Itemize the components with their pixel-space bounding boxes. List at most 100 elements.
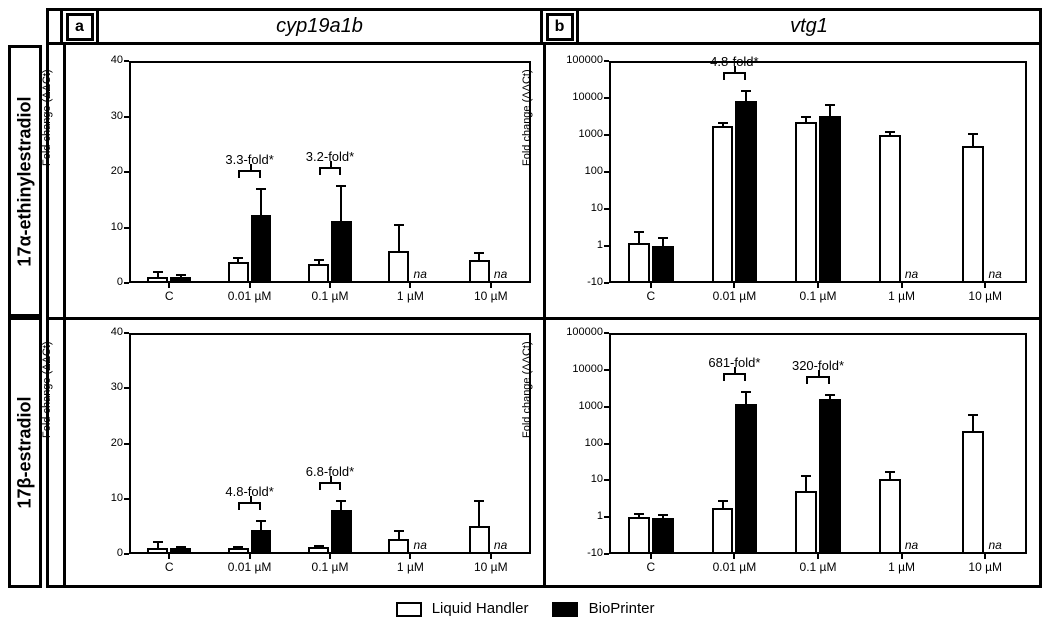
bar bbox=[819, 399, 841, 554]
na-marker: na bbox=[414, 538, 427, 552]
ytick-label: 10000 bbox=[557, 363, 603, 375]
errorbar-cap bbox=[741, 391, 751, 393]
panel-a-e2: Fold change (ΔΔCt)010203040C0.01 µM0.1 µ… bbox=[63, 317, 543, 588]
xtick-label: 1 µM bbox=[888, 289, 915, 303]
xtick-label: 10 µM bbox=[968, 560, 1002, 574]
na-marker: na bbox=[905, 267, 918, 281]
ytick-mark bbox=[124, 60, 129, 62]
legend-item-bioprinter: BioPrinter bbox=[552, 600, 654, 617]
plot-area bbox=[129, 333, 531, 554]
xtick-mark bbox=[168, 283, 170, 288]
xtick-label: 1 µM bbox=[397, 560, 424, 574]
legend-swatch-liquid-handler bbox=[396, 602, 422, 617]
ytick-label: 0 bbox=[89, 276, 123, 288]
hdr-panel-b-box: b bbox=[543, 11, 579, 45]
legend: Liquid Handler BioPrinter bbox=[0, 600, 1050, 617]
errorbar-stem bbox=[478, 500, 480, 527]
ytick-mark bbox=[604, 282, 609, 284]
errorbar-cap bbox=[634, 513, 644, 515]
hdr-spacer bbox=[49, 11, 63, 45]
bar bbox=[795, 122, 817, 283]
ytick-mark bbox=[604, 443, 609, 445]
annotation-text: 320-fold* bbox=[792, 358, 844, 373]
na-marker: na bbox=[988, 538, 1001, 552]
xtick-mark bbox=[249, 283, 251, 288]
errorbar-cap bbox=[801, 116, 811, 118]
bar bbox=[308, 264, 329, 283]
xtick-label: 1 µM bbox=[397, 289, 424, 303]
xtick-mark bbox=[329, 283, 331, 288]
errorbar-cap bbox=[256, 188, 266, 190]
bar bbox=[469, 526, 490, 554]
ytick-mark bbox=[604, 369, 609, 371]
na-marker: na bbox=[494, 538, 507, 552]
ytick-label: 10 bbox=[89, 221, 123, 233]
errorbar-cap bbox=[394, 530, 404, 532]
ytick-label: 40 bbox=[89, 54, 123, 66]
na-marker: na bbox=[494, 267, 507, 281]
bar bbox=[388, 251, 409, 283]
y-axis-label: Fold change (ΔΔCt) bbox=[41, 426, 53, 438]
xtick-mark bbox=[984, 554, 986, 559]
errorbar-cap bbox=[314, 259, 324, 261]
bar bbox=[251, 215, 272, 283]
bar bbox=[735, 101, 757, 283]
ytick-label: 10 bbox=[89, 492, 123, 504]
na-marker: na bbox=[414, 267, 427, 281]
xtick-label: C bbox=[165, 560, 174, 574]
errorbar-cap bbox=[634, 231, 644, 233]
errorbar-cap bbox=[176, 546, 186, 548]
bar bbox=[251, 530, 272, 554]
annotation-bracket bbox=[319, 482, 342, 492]
ytick-label: -10 bbox=[557, 547, 603, 559]
ytick-mark bbox=[124, 498, 129, 500]
ytick-label: 100 bbox=[557, 437, 603, 449]
ytick-mark bbox=[604, 516, 609, 518]
row-label-e2: 17β-estradiol bbox=[8, 317, 42, 588]
errorbar-cap bbox=[394, 224, 404, 226]
annotation-text: 6.8-fold* bbox=[306, 464, 354, 479]
xtick-label: 1 µM bbox=[888, 560, 915, 574]
errorbar-cap bbox=[718, 122, 728, 124]
annotation-text: 4.8-fold* bbox=[710, 54, 758, 69]
xtick-mark bbox=[329, 554, 331, 559]
annotation-bracket bbox=[806, 376, 830, 386]
ytick-label: 1 bbox=[557, 510, 603, 522]
bar bbox=[795, 491, 817, 554]
ytick-label: 20 bbox=[89, 165, 123, 177]
xtick-mark bbox=[984, 283, 986, 288]
errorbar-cap bbox=[153, 541, 163, 543]
bar bbox=[735, 404, 757, 554]
ytick-label: 100000 bbox=[557, 326, 603, 338]
xtick-label: 10 µM bbox=[474, 560, 508, 574]
errorbar-cap bbox=[968, 133, 978, 135]
xtick-label: 0.01 µM bbox=[713, 289, 757, 303]
ytick-mark bbox=[124, 553, 129, 555]
bar bbox=[652, 246, 674, 283]
annotation-text: 3.3-fold* bbox=[225, 152, 273, 167]
annotation-bracket bbox=[319, 167, 342, 177]
xtick-mark bbox=[901, 283, 903, 288]
xtick-label: 0.01 µM bbox=[228, 560, 272, 574]
annotation-bracket bbox=[723, 72, 747, 82]
xtick-label: 0.1 µM bbox=[800, 560, 837, 574]
errorbar-cap bbox=[314, 545, 324, 547]
xtick-mark bbox=[409, 283, 411, 288]
ytick-mark bbox=[604, 245, 609, 247]
ytick-mark bbox=[124, 332, 129, 334]
bar bbox=[962, 431, 984, 554]
ytick-label: 100000 bbox=[557, 54, 603, 66]
figure-root: 17α-ethinylestradiol 17β-estradiol a cyp… bbox=[0, 0, 1050, 621]
outer-frame: a cyp19a1b b vtg1 Fold change (ΔΔCt)0102… bbox=[46, 8, 1042, 588]
errorbar-cap bbox=[718, 500, 728, 502]
legend-label-bioprinter: BioPrinter bbox=[589, 600, 655, 617]
ytick-label: 40 bbox=[89, 326, 123, 338]
errorbar-cap bbox=[825, 104, 835, 106]
bar bbox=[652, 518, 674, 554]
ytick-mark bbox=[604, 332, 609, 334]
ytick-mark bbox=[604, 553, 609, 555]
panel-a-ee2: Fold change (ΔΔCt)010203040C0.01 µM0.1 µ… bbox=[63, 45, 543, 317]
ytick-mark bbox=[604, 134, 609, 136]
xtick-label: C bbox=[646, 560, 655, 574]
errorbar-stem bbox=[260, 188, 262, 216]
